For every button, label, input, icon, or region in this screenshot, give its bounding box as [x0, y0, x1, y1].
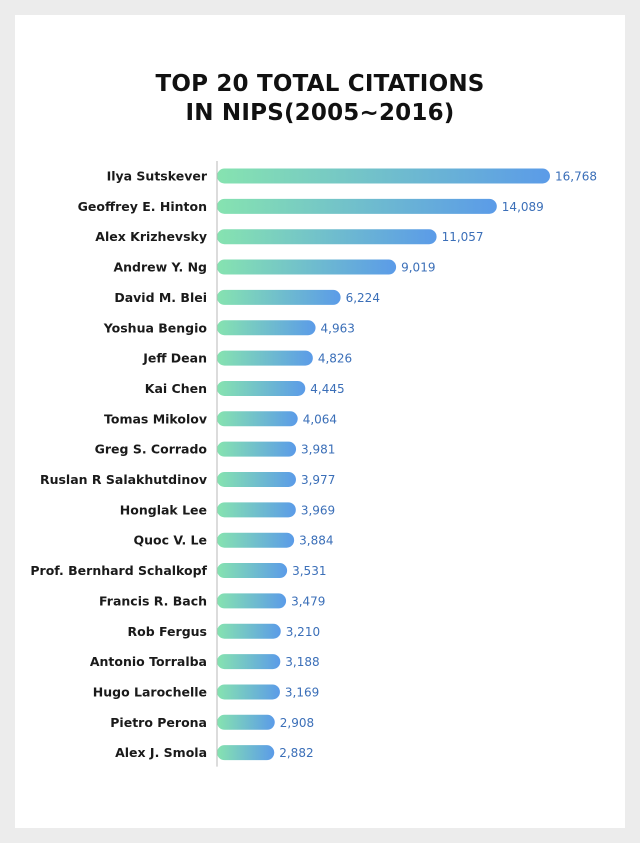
value-label: 14,089 — [502, 200, 544, 214]
category-label: Francis R. Bach — [99, 593, 207, 608]
category-label: Ilya Sutskever — [107, 169, 208, 184]
bar — [217, 654, 281, 670]
bar — [217, 563, 288, 579]
value-label: 3,188 — [285, 655, 319, 669]
bar — [217, 411, 298, 427]
bar — [217, 623, 281, 639]
category-label: Alex Krizhevsky — [95, 229, 207, 244]
value-label: 2,882 — [279, 746, 313, 760]
value-label: 4,963 — [321, 321, 355, 335]
category-label: Jeff Dean — [142, 351, 207, 366]
bar — [217, 472, 296, 487]
bar — [217, 532, 295, 548]
chart-card — [15, 15, 625, 828]
category-label: Greg S. Corrado — [95, 442, 208, 457]
chart-title-line-2: IN NIPS(2005~2016) — [185, 100, 455, 126]
category-label: Prof. Bernhard Schalkopf — [30, 563, 207, 578]
value-label: 11,057 — [442, 230, 484, 244]
value-label: 16,768 — [555, 170, 597, 184]
value-label: 3,210 — [286, 625, 320, 639]
category-label: Rob Fergus — [128, 624, 207, 639]
category-label: Alex J. Smola — [115, 745, 207, 760]
category-label: Honglak Lee — [120, 502, 207, 517]
bar — [217, 229, 437, 245]
bar — [217, 198, 497, 214]
bar — [217, 714, 275, 730]
value-label: 3,169 — [285, 685, 319, 699]
category-label: Antonio Torralba — [90, 654, 207, 669]
chart-title-line-1: TOP 20 TOTAL CITATIONS — [155, 71, 485, 97]
bar — [217, 259, 397, 275]
value-label: 3,981 — [301, 443, 335, 457]
category-label: Yoshua Bengio — [103, 320, 208, 335]
category-label: Geoffrey E. Hinton — [78, 199, 207, 214]
chart-title: TOP 20 TOTAL CITATIONS IN NIPS(2005~2016… — [0, 70, 640, 128]
category-label: Pietro Perona — [110, 715, 207, 730]
value-label: 3,969 — [301, 503, 335, 517]
bar — [217, 745, 275, 761]
bar — [217, 380, 306, 396]
category-label: Ruslan R Salakhutdinov — [40, 472, 207, 487]
value-label: 3,884 — [299, 534, 333, 548]
category-label: Kai Chen — [145, 381, 207, 396]
value-label: 3,479 — [291, 594, 325, 608]
value-label: 4,445 — [310, 382, 344, 396]
value-label: 4,826 — [318, 352, 352, 366]
category-label: Hugo Larochelle — [93, 684, 207, 699]
bar — [217, 320, 316, 336]
bar — [217, 441, 297, 457]
category-label: David M. Blei — [114, 290, 207, 305]
value-label: 2,908 — [280, 716, 314, 730]
value-label: 4,064 — [303, 412, 337, 426]
bar — [217, 684, 280, 700]
value-label: 3,531 — [292, 564, 326, 578]
bar — [217, 289, 341, 305]
value-label: 6,224 — [346, 291, 380, 305]
bar — [217, 168, 550, 184]
category-label: Tomas Mikolov — [104, 411, 207, 426]
category-label: Andrew Y. Ng — [113, 260, 207, 275]
value-label: 9,019 — [401, 261, 435, 275]
value-label: 3,977 — [301, 473, 335, 487]
bar — [217, 593, 287, 609]
bar — [217, 350, 313, 366]
bar — [217, 502, 296, 518]
category-label: Quoc V. Le — [134, 533, 207, 548]
